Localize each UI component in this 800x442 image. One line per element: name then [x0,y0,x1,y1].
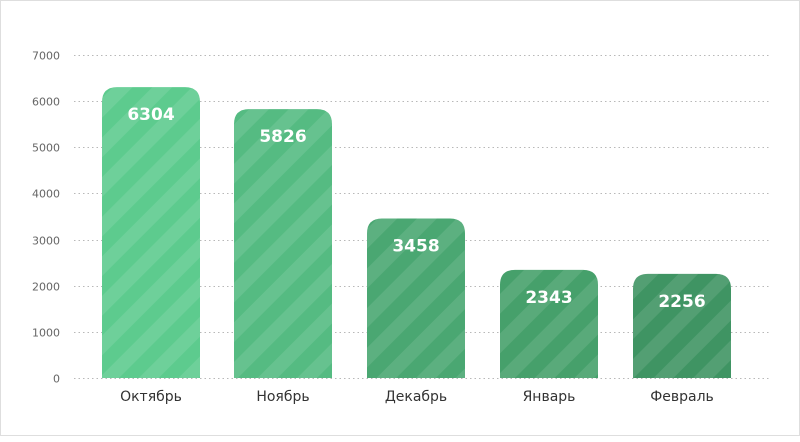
y-tick-label: 6000 [32,96,60,109]
y-tick-label: 3000 [32,235,60,248]
bar-data-label: 2343 [525,288,572,308]
y-tick-label: 5000 [32,142,60,155]
x-category-label: Январь [523,389,576,405]
x-category-label: Февраль [650,389,714,405]
bar-group [234,109,332,378]
bar-stripes [102,87,200,379]
y-tick-label: 2000 [32,281,60,294]
bar-data-label: 6304 [127,105,174,125]
bar-stripes [633,273,731,378]
labels-layer: 0 1000 2000 3000 4000 5000 6000 7000 6304 Октябрь… [32,50,714,406]
bar-group [633,273,731,378]
bar-stripes [367,218,465,378]
x-category-label: Ноябрь [256,389,309,405]
y-tick-label: 0 [53,373,60,386]
bar-data-label: 2256 [658,292,705,312]
bar-group [500,269,598,378]
bar-group [102,87,200,379]
y-tick-label: 7000 [32,50,60,63]
bar-group [367,218,465,378]
bars-layer [102,87,731,379]
y-tick-label: 1000 [32,327,60,340]
bar-data-label: 5826 [259,127,306,147]
x-category-label: Декабрь [385,389,447,405]
bar-stripes [500,269,598,378]
x-category-label: Октябрь [120,389,182,405]
y-tick-label: 4000 [32,188,60,201]
bar-stripes [234,109,332,378]
bar-data-label: 3458 [392,236,439,256]
